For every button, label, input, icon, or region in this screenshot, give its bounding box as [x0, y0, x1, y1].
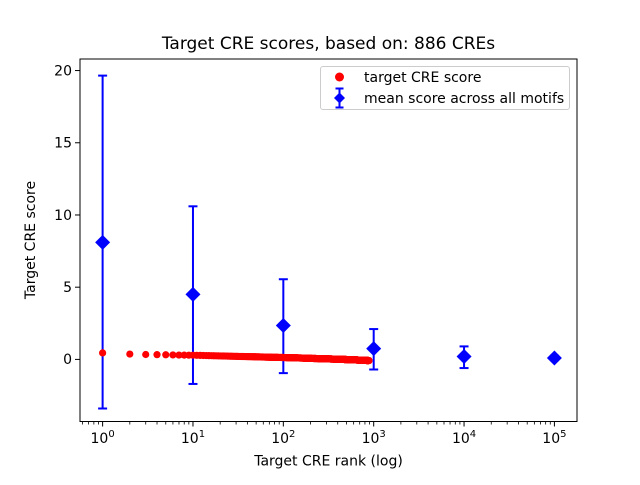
- y-tick-label: 10: [54, 208, 72, 224]
- target-score-dot: [365, 356, 373, 365]
- target-score-series: [99, 349, 373, 365]
- mean-score-diamond: [185, 286, 201, 302]
- legend-label-target: target CRE score: [364, 70, 481, 86]
- mean-score-diamond: [275, 317, 291, 333]
- target-score-dot: [153, 351, 161, 359]
- mean-score-point: [456, 345, 472, 370]
- y-tick-label: 0: [63, 352, 72, 368]
- mean-score-point: [366, 328, 382, 371]
- chart-title: Target CRE scores, based on: 886 CREs: [161, 34, 495, 54]
- mean-score-point: [546, 350, 562, 366]
- legend-box: [320, 66, 570, 110]
- y-tick-label: 5: [63, 280, 72, 296]
- target-score-dot: [175, 351, 183, 359]
- mean-score-diamond: [95, 234, 111, 250]
- legend-marker-target-circle: [335, 72, 344, 82]
- legend-marker-mean-diamond: [334, 92, 345, 104]
- legend-marker-mean-errorbar: [334, 87, 345, 109]
- mean-score-series: [95, 74, 562, 410]
- plot-border: [79, 58, 578, 422]
- target-score-dot: [99, 349, 107, 357]
- target-score-dot: [162, 351, 170, 359]
- y-tick-label: 15: [54, 136, 72, 152]
- mean-score-diamond: [366, 341, 382, 357]
- mean-score-diamond: [456, 349, 472, 365]
- x-tick-label: 104: [452, 429, 476, 447]
- y-axis-label: Target CRE score: [23, 181, 39, 300]
- y-tick-label: 20: [54, 63, 72, 79]
- target-score-dot: [169, 351, 177, 359]
- x-tick-label: 102: [271, 429, 295, 447]
- x-axis-ticks: 100 101 102 103 104 105: [91, 421, 567, 447]
- plot-area: 100 101 102 103 104 105 0 5 10 15 20: [54, 58, 578, 447]
- legend-label-mean: mean score across all motifs: [364, 91, 564, 107]
- target-score-dot: [126, 350, 134, 358]
- x-tick-label: 100: [91, 429, 115, 447]
- target-score-dot: [142, 350, 150, 359]
- x-tick-label: 103: [362, 429, 386, 447]
- x-axis-label: Target CRE rank (log): [253, 454, 403, 470]
- x-tick-label: 101: [181, 429, 205, 447]
- legend: target CRE score mean score across all m…: [320, 66, 570, 110]
- x-tick-label: 105: [542, 429, 566, 447]
- mean-score-diamond: [546, 350, 562, 366]
- y-axis-ticks: 0 5 10 15 20: [54, 63, 80, 368]
